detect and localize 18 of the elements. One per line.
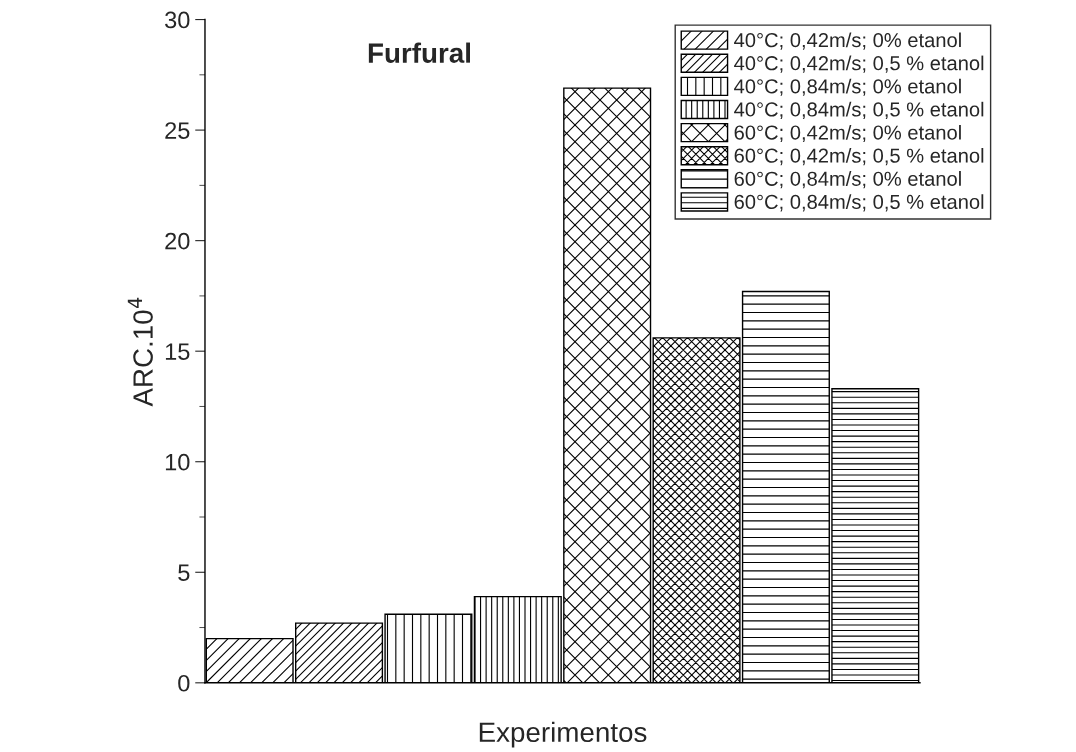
y-tick-label: 10 <box>165 453 190 471</box>
y-tick-label: 15 <box>165 343 190 360</box>
y-axis-title: ARC.10$^{4}$ <box>127 297 153 407</box>
legend-label: 40°C; 0,42m/s; 0,5 % etanol <box>734 55 984 73</box>
legend-label: 60°C; 0,42m/s; 0,5 % etanol <box>734 148 984 166</box>
y-tick-label: 25 <box>165 122 190 139</box>
y-tick-label: 0 <box>178 674 190 692</box>
legend-label: 60°C; 0,84m/s; 0,5 % etanol <box>734 194 984 212</box>
y-tick-label: 30 <box>165 11 190 29</box>
text: Furfural <box>368 42 470 63</box>
legend-label: 60°C; 0,42m/s; 0% etanol <box>734 124 961 143</box>
legend-label: 40°C; 0,84m/s; 0% etanol <box>734 78 961 96</box>
y-tick-label: 5 <box>178 564 190 582</box>
legend-label: 40°C; 0,84m/s; 0,5 % etanol <box>734 101 984 119</box>
x-axis-title: Experimentos <box>479 721 647 748</box>
legend-label: 60°C; 0,84m/s; 0% etanol <box>734 171 961 189</box>
y-tick-label: 20 <box>165 232 190 250</box>
legend-label: 40°C; 0,42m/s; 0% etanol <box>734 32 961 50</box>
